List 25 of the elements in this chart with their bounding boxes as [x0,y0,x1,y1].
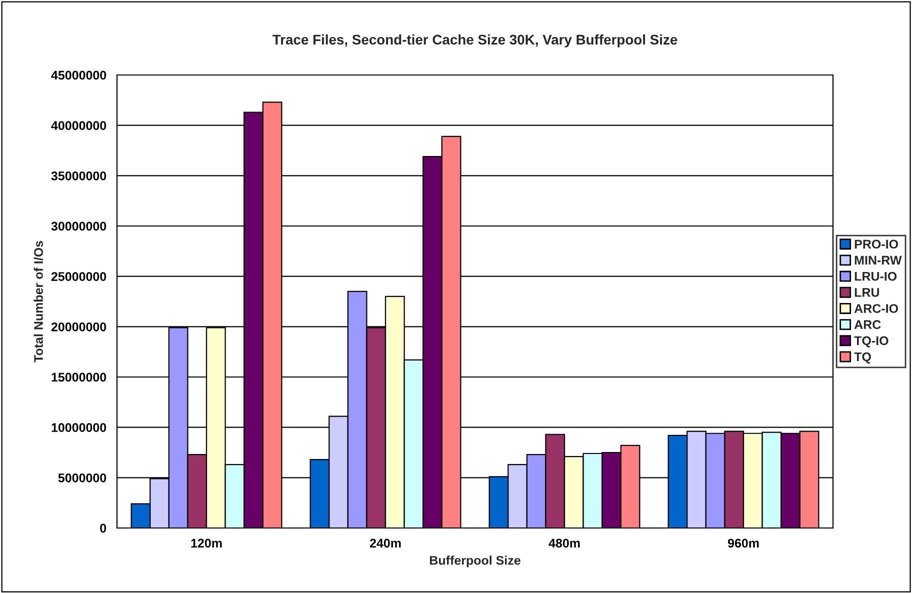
legend-label: LRU-IO [854,272,897,281]
legend-label: ARC-IO [854,304,898,313]
y-tick-label: 20000000 [51,322,106,332]
legend-label: ARC [854,320,881,330]
x-tick-label: 120m [191,538,222,548]
x-tick-label: 960m [728,538,759,548]
y-tick-label: 0 [100,524,106,533]
legend-label: TQ [854,352,871,364]
y-tick-label: 15000000 [52,372,106,382]
y-tick-label: 45000000 [51,70,106,80]
x-tick-label: 240m [370,538,401,548]
legend-label: LRU [854,288,880,297]
x-tick-label: 480m [548,538,580,548]
y-tick-label: 10000000 [52,423,106,432]
legend-label: TQ-IO [854,336,888,348]
legend-label: MIN-RW [854,256,902,265]
y-tick-label: 40000000 [51,121,106,130]
chart-title: Trace Files, Second-tier Cache Size 30K, Vary Bufferpool Size [272,34,678,48]
y-tick-label: 35000000 [51,171,106,180]
x-axis-title: Bufferpool Size [430,556,520,568]
y-tick-label: 30000000 [51,222,106,231]
legend-label: PRO-IO [854,240,898,249]
y-tick-label: 25000000 [51,272,106,281]
y-tick-label: 5000000 [58,473,106,482]
y-axis-title: Total Number of I/Os [34,241,44,362]
